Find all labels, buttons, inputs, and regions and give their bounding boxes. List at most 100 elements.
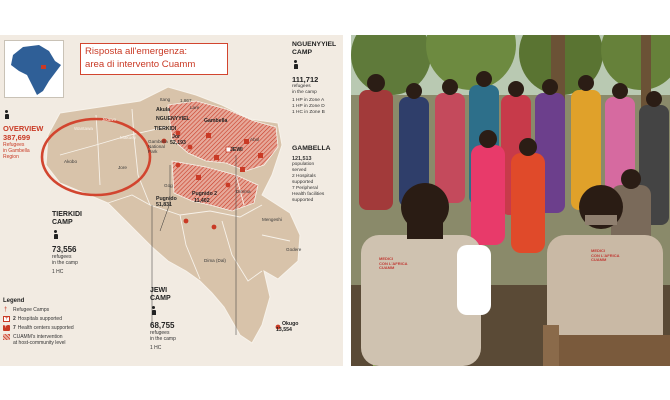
legend-hc-label: Health centers supported	[17, 325, 74, 331]
map-title-box: Risposta all'emergenza: area di interven…	[80, 43, 228, 75]
tierkidi-hc: 1 HC	[52, 269, 64, 275]
label-gog: Gog	[164, 183, 173, 188]
overview-label: OVERVIEW	[3, 124, 44, 133]
intervention-area-north	[167, 100, 279, 172]
tierkidi-name-2: CAMP	[52, 219, 73, 226]
overview-caption-2: in Gambella	[3, 148, 30, 154]
map-title-line1: Risposta all'emergenza:	[85, 46, 188, 57]
leader-lines	[151, 155, 237, 335]
africa-inset-map	[4, 40, 64, 98]
label-pugnido2: Pugnido 2	[192, 191, 218, 197]
label-gambella-town: Gambella	[204, 118, 228, 124]
district-borders	[59, 108, 291, 282]
vest-right-line3: CUAMM	[591, 257, 607, 263]
label-pugnido-num: 51,831	[156, 202, 172, 208]
label-nguenyyiel-small: NGUENYYIEL	[156, 116, 190, 122]
label-akula: Akula	[156, 107, 171, 113]
gambella-name: GAMBELLA	[292, 145, 331, 152]
label-wantawa: Wantawa	[74, 126, 93, 131]
field-photo: MEDICI CON L'AFRICA CUAMM MEDICI CON L'A…	[351, 35, 670, 366]
label-tierkidi-small: TIERKIDI	[154, 126, 177, 132]
nguenyyiel-caption-2: in the camp	[292, 90, 317, 95]
legend-hc-count: 7	[13, 325, 16, 331]
jewi-hc: 1 HC	[150, 345, 162, 351]
hospital-icon	[3, 316, 10, 322]
hatched-area-icon	[3, 334, 10, 340]
vest-text-right: MEDICI CON L'AFRICA CUAMM	[591, 248, 620, 263]
person-icon	[3, 110, 10, 119]
jewi-value: 68,755	[150, 321, 175, 330]
nguenyyiel-value: 111,712	[292, 75, 319, 84]
nguenyyiel-item-2: 1 HP in Zone D	[292, 104, 325, 109]
legend-row-intervention: CUAMM's intervention at host-community l…	[3, 334, 103, 346]
vest-left-line1: MEDICI	[379, 256, 393, 261]
overview-caption-3: Region	[3, 154, 19, 160]
label-jikawo: Jikawo	[102, 117, 117, 122]
health-worker-left	[361, 183, 491, 366]
nguenyyiel-caption-1: refugees	[292, 84, 311, 89]
label-makuey: Makuey	[120, 135, 137, 140]
gambella-item-6: Health facilities	[292, 192, 325, 197]
refugee-camp-icon	[3, 307, 10, 313]
nguenyyiel-camp-block: NGUENYYIEL CAMP 111,712 refugees in the …	[292, 41, 342, 116]
gambella-item-5: 7 Peripheral	[292, 186, 318, 191]
map-panel: Risposta all'emergenza: area di interven…	[0, 35, 343, 366]
tierkidi-camp-block: TIERKIDI CAMP 73,556 refugees in the cam…	[52, 211, 112, 275]
label-okugo: Okugo	[282, 321, 299, 327]
gambella-item-4: supported	[292, 180, 314, 185]
gambella-item-1: population	[292, 162, 315, 167]
tierkidi-name-1: TIERKIDI	[52, 211, 82, 218]
person-icon	[52, 230, 59, 239]
tierkidi-caption-2: in the camp	[52, 260, 78, 266]
crowd-photo-illustration	[351, 35, 670, 366]
vest-text-left: MEDICI CON L'AFRICA CUAMM	[379, 256, 408, 271]
label-park-2: National	[148, 144, 165, 149]
legend-heading: Legend	[3, 298, 25, 304]
tierkidi-caption-1: refugees	[52, 254, 72, 260]
legend-row-hc: 7 Health centers supported	[3, 325, 103, 331]
gambella-block: GAMBELLA 121,513 population served 2 Hos…	[292, 145, 342, 204]
gambella-region-map	[40, 86, 301, 344]
label-park-3: Park	[148, 149, 158, 154]
label-park-1: Gambella	[148, 139, 168, 144]
highlight-oval	[40, 117, 152, 197]
label-jor-num: 52,193	[170, 140, 186, 146]
label-lare: Lare	[190, 105, 200, 110]
intervention-area-south	[171, 160, 259, 212]
vest-left-line3: CUAMM	[379, 265, 395, 271]
gambella-item-7: supported	[292, 198, 314, 203]
jewi-caption-1: refugees	[150, 330, 170, 336]
legend-intervention-1: CUAMM's intervention	[13, 334, 63, 340]
label-akobo: Akobo	[64, 159, 78, 164]
map-legend: Legend Refugee Camps 2 Hospitals support…	[3, 297, 103, 349]
nguenyyiel-item-1: 1 HP in Zone A	[292, 98, 325, 103]
jewi-camp-block: JEWI CAMP 68,755 refugees in the camp 1 …	[150, 287, 210, 351]
label-pugnido: Pugnido	[156, 196, 177, 202]
overview-caption-1: Refugees	[3, 142, 25, 148]
jewi-caption-2: in the camp	[150, 336, 176, 342]
legend-hospitals-label: Hospitals supported	[17, 316, 62, 322]
nguenyyiel-name-2: CAMP	[292, 49, 313, 56]
nguenyyiel-name-1: NGUENYYIEL	[292, 41, 337, 48]
jewi-name-1: JEWI	[150, 287, 168, 294]
label-akula-num: 1,867	[180, 98, 192, 103]
label-dimma: Dimma	[236, 189, 251, 194]
gambella-value: 121,513	[292, 156, 312, 162]
label-godere: Godere	[286, 247, 302, 252]
label-jor: Jor	[172, 134, 181, 140]
label-abol: Abol	[250, 137, 260, 142]
vest-right-line2: CON L'AFRICA	[591, 252, 620, 258]
label-mengeshi: Mengeshi	[262, 217, 282, 222]
vest-right-line1: MEDICI	[591, 248, 605, 253]
map-title-line2: area di intervento Cuamm	[85, 58, 196, 70]
tierkidi-value: 73,556	[52, 245, 77, 254]
gambella-item-2: served	[292, 168, 307, 173]
gambella-item-3: 2 Hospitals	[292, 174, 316, 179]
person-icon	[292, 60, 299, 69]
label-okugo-num: 13,554	[276, 327, 292, 333]
nguenyyiel-item-3: 1 HC in Zone B	[292, 110, 325, 115]
crowd	[359, 71, 669, 265]
vest-left-line2: CON L'AFRICA	[379, 260, 408, 266]
label-itang: Itang	[160, 97, 171, 102]
legend-hospitals-count: 2	[13, 316, 16, 322]
